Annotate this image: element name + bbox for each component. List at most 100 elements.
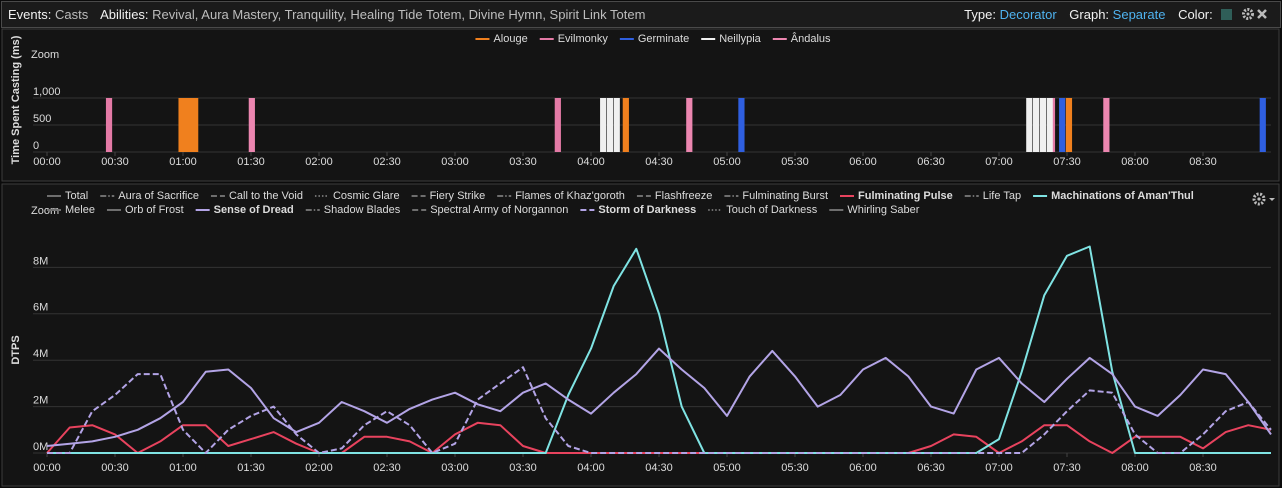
- legend: Alouge Evilmonky Germinate Neillypia Ândalus: [475, 32, 831, 45]
- legend-item[interactable]: Ândalus: [772, 32, 831, 45]
- x-tick-label: 04:30: [645, 462, 673, 474]
- legend-label: Whirling Saber: [847, 204, 919, 216]
- toolbar-icons[interactable]: [1242, 7, 1272, 21]
- legend-label: Flashfreeze: [655, 190, 712, 202]
- legend-label: Life Tap: [983, 190, 1021, 202]
- x-tick-label: 08:00: [1121, 462, 1149, 474]
- cast-bar: [686, 98, 693, 152]
- x-tick-label: 04:00: [577, 156, 605, 168]
- cast-bar: [606, 98, 614, 152]
- cast-bar: [613, 98, 620, 152]
- legend-label: Cosmic Glare: [333, 190, 400, 202]
- x-tick-label: 03:00: [441, 156, 469, 168]
- y-axis-title: Time Spent Casting (ms): [10, 35, 22, 164]
- x-tick-label: 01:30: [237, 462, 265, 474]
- events-value[interactable]: Casts: [54, 7, 89, 22]
- cast-bar: [248, 98, 255, 152]
- x-tick-label: 01:30: [237, 156, 265, 168]
- cast-bar: [738, 98, 745, 152]
- x-tick-label: 08:30: [1189, 156, 1217, 168]
- legend-label: Total: [65, 190, 88, 202]
- legend-item[interactable]: Flashfreeze: [636, 190, 712, 202]
- legend-item[interactable]: Alouge: [475, 33, 528, 45]
- x-tick-label: 05:00: [713, 156, 741, 168]
- x-tick-label: 00:30: [101, 462, 129, 474]
- x-tick-label: 06:00: [849, 462, 877, 474]
- zoom-label: Zoom: [31, 49, 59, 61]
- legend-label: Fiery Strike: [430, 190, 486, 202]
- events-label: Events:: [8, 7, 52, 22]
- zoom-label: Zoom: [31, 205, 59, 217]
- x-tick-label: 08:30: [1189, 462, 1217, 474]
- x-tick-label: 05:00: [713, 462, 741, 474]
- legend-label: Touch of Darkness: [726, 204, 818, 216]
- color-label: Color:: [1178, 7, 1213, 22]
- y-tick-label: 1,000: [33, 86, 61, 98]
- cast-bar: [1065, 98, 1073, 152]
- legend-item[interactable]: Shadow Blades: [305, 204, 401, 216]
- legend-label: Orb of Frost: [125, 204, 184, 216]
- x-tick-label: 06:30: [917, 462, 945, 474]
- legend-label: Call to the Void: [229, 190, 303, 202]
- x-tick-label: 02:30: [373, 156, 401, 168]
- x-tick-label: 02:00: [305, 462, 333, 474]
- x-tick-label: 01:00: [169, 462, 197, 474]
- legend-label: Sense of Dread: [214, 204, 294, 216]
- legend-item[interactable]: Neillypia: [701, 33, 762, 45]
- x-tick-label: 03:00: [441, 462, 469, 474]
- cast-bar: [1046, 98, 1053, 152]
- x-tick-label: 00:00: [33, 156, 61, 168]
- legend-item[interactable]: Life Tap: [964, 190, 1021, 202]
- toolbar: Events: Casts Abilities: Revival, Aura M…: [1, 1, 1281, 28]
- color-swatch[interactable]: [1221, 9, 1233, 20]
- abilities-label: Abilities:: [100, 7, 149, 22]
- legend: Total Aura of Sacrifice Call to the Void Co…: [47, 190, 1194, 216]
- legend-item[interactable]: Machinations of Aman'Thul: [1033, 190, 1194, 202]
- legend-item[interactable]: Orb of Frost: [106, 204, 184, 216]
- legend-label: Germinate: [638, 33, 689, 45]
- legend-item[interactable]: Touch of Darkness: [708, 204, 818, 216]
- x-tick-label: 02:00: [305, 156, 333, 168]
- legend-item[interactable]: Aura of Sacrifice: [100, 190, 199, 202]
- x-tick-label: 07:00: [985, 156, 1013, 168]
- x-tick-label: 02:30: [373, 462, 401, 474]
- x-tick-label: 05:30: [781, 462, 809, 474]
- legend-label: Spectral Army of Norgannon: [430, 204, 568, 216]
- graph-value[interactable]: Separate: [1112, 7, 1166, 22]
- series-line: [46, 347, 1272, 447]
- abilities-value[interactable]: Revival, Aura Mastery, Tranquility, Heal…: [152, 7, 646, 22]
- cast-bar: [185, 98, 192, 152]
- x-tick-label: 05:30: [781, 156, 809, 168]
- legend-label: Neillypia: [719, 33, 761, 45]
- legend-item[interactable]: Total: [47, 190, 88, 202]
- legend-item[interactable]: Whirling Saber: [829, 204, 920, 216]
- legend-item[interactable]: Fulminating Pulse: [840, 190, 953, 202]
- legend-label: Storm of Darkness: [598, 204, 696, 216]
- settings-icon[interactable]: [1252, 192, 1275, 206]
- legend-item[interactable]: Storm of Darkness: [580, 204, 696, 216]
- cast-bar: [622, 98, 629, 152]
- cast-bar: [1033, 98, 1040, 152]
- y-tick-label: 4M: [33, 348, 48, 360]
- cast-bar: [1103, 98, 1110, 152]
- x-tick-label: 04:00: [577, 462, 605, 474]
- legend-item[interactable]: Germinate: [619, 33, 689, 45]
- type-value[interactable]: Decorator: [999, 7, 1057, 22]
- legend-item[interactable]: Call to the Void: [210, 190, 303, 202]
- toolbar-right: Type: Decorator Graph: Separate Color:: [964, 2, 1272, 27]
- x-tick-label: 07:30: [1053, 462, 1081, 474]
- legend-item[interactable]: Evilmonky: [539, 33, 609, 45]
- legend-item[interactable]: Sense of Dread: [195, 204, 294, 216]
- y-tick-label: 0: [33, 140, 39, 152]
- legend-item[interactable]: Fiery Strike: [411, 190, 486, 202]
- legend-item[interactable]: Spectral Army of Norgannon: [412, 204, 568, 216]
- x-tick-label: 03:30: [509, 156, 537, 168]
- x-tick-label: 00:00: [33, 462, 61, 474]
- series-line: [47, 366, 1272, 454]
- legend-item[interactable]: Cosmic Glare: [314, 190, 400, 202]
- legend-item[interactable]: Flames of Khaz'goroth: [497, 190, 625, 202]
- legend-item[interactable]: Fulminating Burst: [724, 190, 828, 202]
- legend-item[interactable]: Melee: [47, 204, 95, 216]
- legend-label: Alouge: [493, 33, 527, 45]
- legend-label: Evilmonky: [558, 33, 609, 45]
